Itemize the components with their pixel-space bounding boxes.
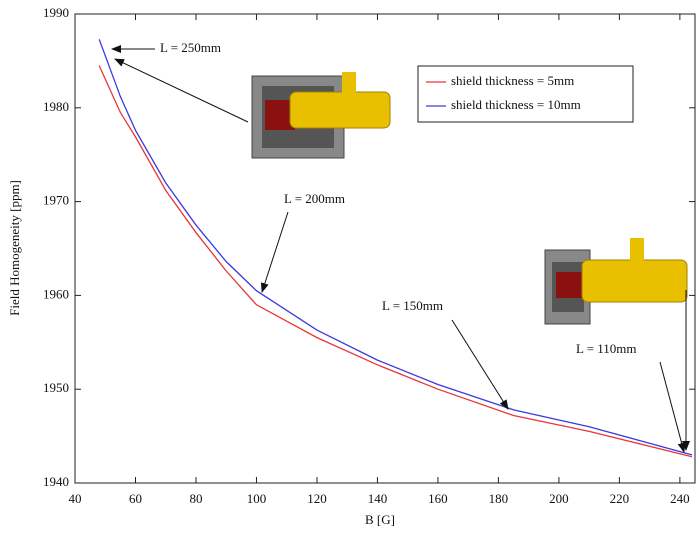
x-tick-label: 100: [247, 491, 267, 506]
legend-label: shield thickness = 5mm: [451, 73, 574, 88]
y-tick-label: 1980: [43, 99, 69, 114]
annotation-arrow: [659, 361, 686, 453]
annotation-arrow: [451, 319, 509, 410]
plot-area: [98, 39, 693, 458]
annotation-arrow: [260, 211, 289, 293]
y-tick-label: 1990: [43, 5, 69, 20]
y-axis-label: Field Homogeneity [ppm]: [7, 180, 22, 316]
x-tick-label: 180: [489, 491, 509, 506]
y-tick-label: 1960: [43, 286, 69, 301]
y-tick-label: 1940: [43, 474, 69, 489]
annotation: L = 200mm: [284, 191, 345, 206]
legend-label: shield thickness = 10mm: [451, 97, 581, 112]
y-tick-label: 1970: [43, 193, 69, 208]
legend: shield thickness = 5mm shield thickness =…: [417, 65, 634, 123]
x-tick-label: 140: [368, 491, 388, 506]
x-tick-label: 240: [670, 491, 690, 506]
annotation: L = 250mm: [160, 40, 221, 55]
x-tick-label: 40: [69, 491, 82, 506]
x-tick-label: 200: [549, 491, 569, 506]
plot-frame: [74, 13, 696, 484]
x-tick-label: 120: [307, 491, 327, 506]
annotation: L = 110mm: [576, 341, 637, 356]
x-tick-label: 160: [428, 491, 448, 506]
y-tick-label: 1950: [43, 380, 69, 395]
illustration: [544, 238, 688, 325]
x-tick-label: 60: [129, 491, 142, 506]
x-tick-label: 220: [610, 491, 630, 506]
series-line: [98, 39, 693, 456]
annotation: L = 150mm: [382, 298, 443, 313]
x-axis-label: B [G]: [365, 512, 395, 527]
illustration: [251, 72, 391, 159]
x-tick-label: 80: [189, 491, 202, 506]
series-line: [98, 65, 693, 458]
annotation-arrow: [114, 58, 249, 123]
